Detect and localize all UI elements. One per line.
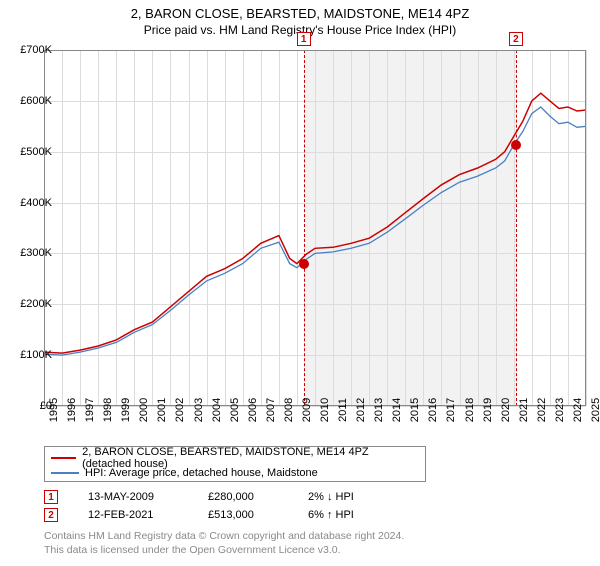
xtick-label: 2002 <box>174 398 186 422</box>
sales-row-2: 2 12-FEB-2021 £513,000 6% ↑ HPI <box>44 506 354 524</box>
xtick-label: 2017 <box>445 398 457 422</box>
ytick-label: £400K <box>20 197 52 209</box>
sale-marker-2-icon: 2 <box>44 508 58 522</box>
marker-box-2: 2 <box>509 32 523 46</box>
xtick-label: 2019 <box>482 398 494 422</box>
sale-2-delta: 6% ↑ HPI <box>308 509 354 521</box>
xtick-label: 2014 <box>391 398 403 422</box>
xtick-label: 1999 <box>120 398 132 422</box>
xtick-label: 2008 <box>283 398 295 422</box>
sale-1-delta: 2% ↓ HPI <box>308 491 354 503</box>
xtick-label: 2005 <box>229 398 241 422</box>
xtick-label: 2024 <box>572 398 584 422</box>
footnote-line2: This data is licensed under the Open Gov… <box>44 544 404 558</box>
legend-row-series1: 2, BARON CLOSE, BEARSTED, MAIDSTONE, ME1… <box>51 450 419 465</box>
axis-frame <box>44 50 586 406</box>
xtick-label: 2004 <box>211 398 223 422</box>
chart-plot-area: 12 <box>44 50 586 406</box>
legend-label-series2: HPI: Average price, detached house, Maid… <box>85 467 318 479</box>
sale-2-date: 12-FEB-2021 <box>88 509 178 521</box>
xtick-label: 2007 <box>265 398 277 422</box>
ytick-label: £500K <box>20 146 52 158</box>
xtick-label: 2013 <box>373 398 385 422</box>
legend-swatch-series1 <box>51 457 76 459</box>
xtick-label: 2018 <box>464 398 476 422</box>
xtick-label: 2009 <box>301 398 313 422</box>
footnote: Contains HM Land Registry data © Crown c… <box>44 530 404 557</box>
xtick-label: 2001 <box>156 398 168 422</box>
chart-title: 2, BARON CLOSE, BEARSTED, MAIDSTONE, ME1… <box>0 6 600 21</box>
xtick-label: 1997 <box>84 398 96 422</box>
footnote-line1: Contains HM Land Registry data © Crown c… <box>44 530 404 544</box>
xtick-label: 2012 <box>355 398 367 422</box>
sale-1-date: 13-MAY-2009 <box>88 491 178 503</box>
sale-2-price: £513,000 <box>208 509 278 521</box>
sales-row-1: 1 13-MAY-2009 £280,000 2% ↓ HPI <box>44 488 354 506</box>
xtick-label: 2010 <box>319 398 331 422</box>
legend: 2, BARON CLOSE, BEARSTED, MAIDSTONE, ME1… <box>44 446 426 482</box>
xtick-label: 2021 <box>518 398 530 422</box>
xtick-label: 1995 <box>48 398 60 422</box>
xtick-label: 2000 <box>138 398 150 422</box>
ytick-label: £600K <box>20 95 52 107</box>
xtick-label: 2003 <box>193 398 205 422</box>
xtick-label: 2015 <box>409 398 421 422</box>
sale-marker-1-icon: 1 <box>44 490 58 504</box>
xtick-label: 2006 <box>247 398 259 422</box>
ytick-label: £300K <box>20 247 52 259</box>
xtick-label: 2016 <box>427 398 439 422</box>
ytick-label: £200K <box>20 298 52 310</box>
ytick-label: £100K <box>20 349 52 361</box>
xtick-label: 1996 <box>66 398 78 422</box>
sales-table: 1 13-MAY-2009 £280,000 2% ↓ HPI 2 12-FEB… <box>44 488 354 524</box>
xtick-label: 2025 <box>590 398 600 422</box>
xtick-label: 2023 <box>554 398 566 422</box>
xtick-label: 2022 <box>536 398 548 422</box>
marker-box-1: 1 <box>297 32 311 46</box>
xtick-label: 1998 <box>102 398 114 422</box>
ytick-label: £700K <box>20 44 52 56</box>
xtick-label: 2020 <box>500 398 512 422</box>
legend-swatch-series2 <box>51 472 79 474</box>
sale-1-price: £280,000 <box>208 491 278 503</box>
xtick-label: 2011 <box>337 398 349 422</box>
